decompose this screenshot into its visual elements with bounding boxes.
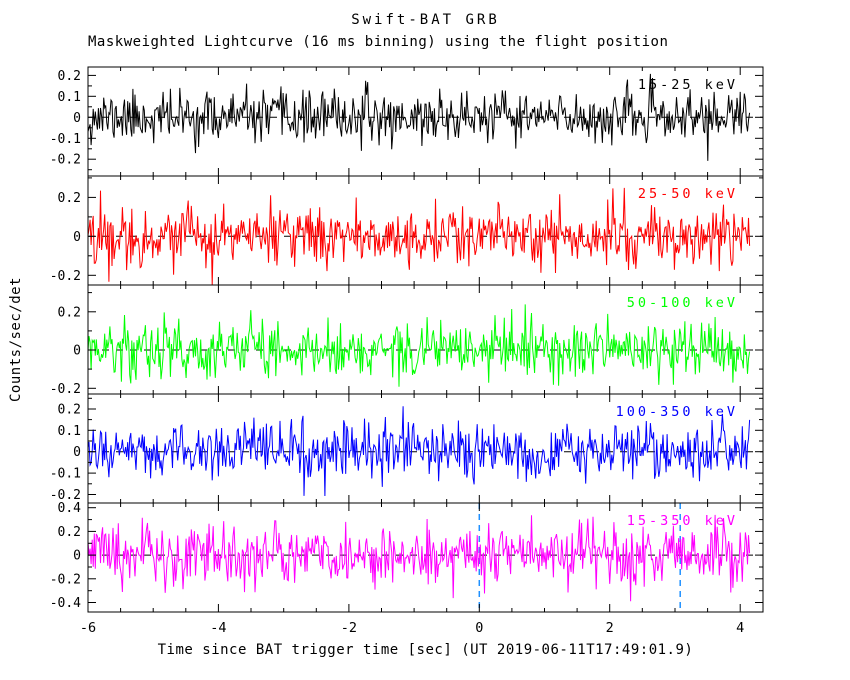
y-tick-label: -0.2 [50,153,81,168]
y-tick-label: -0.1 [50,132,81,147]
x-tick-label: -6 [80,620,96,636]
series-50-100-kev [87,304,751,387]
y-tick-label: 0.1 [58,424,81,439]
y-tick-label: 0 [73,549,81,564]
y-tick-label: -0.2 [50,382,81,397]
panel-15-25-kev: 0.2 0.1 0 -0.1 -0.2 15-25 keV [50,66,764,177]
series-15-350-kev [87,514,751,602]
y-tick-label: -0.2 [50,269,81,284]
energy-band-label: 100-350 keV [616,404,738,420]
plot-title: Swift-BAT GRB [351,12,500,28]
x-tick-label: 4 [736,620,744,636]
axis-ticks [87,394,763,503]
axis-ticks [87,503,763,612]
x-tick-label: -4 [210,620,226,636]
axis-ticks [87,67,763,176]
y-tick-label: 0.2 [58,403,81,418]
y-tick-label: 0.2 [58,305,81,320]
x-tick-label: -2 [341,620,357,636]
y-tick-label: 0.2 [58,191,81,206]
axis-ticks [87,176,763,285]
energy-band-label: 15-350 keV [627,513,738,529]
panel-100-350-kev: 0.2 0.1 0 -0.1 -0.2 100-350 keV [50,393,764,504]
energy-band-label: 50-100 keV [627,295,738,311]
series-15-25-kev [87,73,751,161]
y-tick-label: 0 [73,111,81,126]
y-tick-label: 0.4 [58,501,82,516]
y-tick-label: 0.1 [58,90,81,105]
x-tick-label: 0 [475,620,483,636]
x-axis-label: Time since BAT trigger time [sec] (UT 20… [157,642,694,658]
y-tick-label: 0 [73,445,81,460]
energy-band-label: 15-25 keV [638,77,738,93]
panel-frame [87,502,764,613]
energy-band-label: 25-50 keV [638,186,738,202]
y-tick-label: -0.2 [50,572,81,587]
y-tick-label: 0.2 [58,69,81,84]
axis-ticks [87,285,763,394]
panel-15-350-kev: 0.4 0.2 0 -0.2 -0.4 15-350 keV [50,501,764,613]
y-tick-label: -0.4 [50,596,81,611]
x-tick-label: 2 [606,620,614,636]
y-tick-label: 0.2 [58,525,81,540]
series-25-50-kev [87,187,751,286]
y-tick-label: 0 [73,344,81,359]
plot-subtitle: Maskweighted Lightcurve (16 ms binning) … [88,34,669,50]
y-tick-label: 0 [73,230,81,245]
y-tick-label: -0.1 [50,467,81,482]
panel-50-100-kev: 0.2 0 -0.2 50-100 keV [50,284,764,397]
panel-25-50-kev: 0.2 0 -0.2 25-50 keV [50,175,764,286]
y-tick-label: -0.2 [50,488,81,503]
series-100-350-kev [87,406,751,497]
